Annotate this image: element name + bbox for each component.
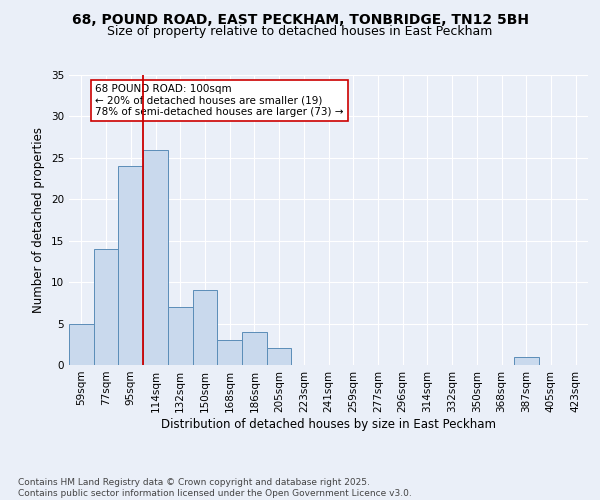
Text: 68 POUND ROAD: 100sqm
← 20% of detached houses are smaller (19)
78% of semi-deta: 68 POUND ROAD: 100sqm ← 20% of detached … (95, 84, 343, 117)
Text: Size of property relative to detached houses in East Peckham: Size of property relative to detached ho… (107, 25, 493, 38)
X-axis label: Distribution of detached houses by size in East Peckham: Distribution of detached houses by size … (161, 418, 496, 430)
Bar (514, 356, 539, 365)
Bar (267, 348, 292, 365)
Bar (69, 324, 94, 365)
Bar (242, 332, 267, 365)
Bar (217, 340, 242, 365)
Text: 68, POUND ROAD, EAST PECKHAM, TONBRIDGE, TN12 5BH: 68, POUND ROAD, EAST PECKHAM, TONBRIDGE,… (71, 12, 529, 26)
Bar (94, 249, 118, 365)
Y-axis label: Number of detached properties: Number of detached properties (32, 127, 46, 313)
Bar (193, 290, 217, 365)
Bar (168, 307, 193, 365)
Bar (143, 150, 168, 365)
Bar (118, 166, 143, 365)
Text: Contains HM Land Registry data © Crown copyright and database right 2025.
Contai: Contains HM Land Registry data © Crown c… (18, 478, 412, 498)
